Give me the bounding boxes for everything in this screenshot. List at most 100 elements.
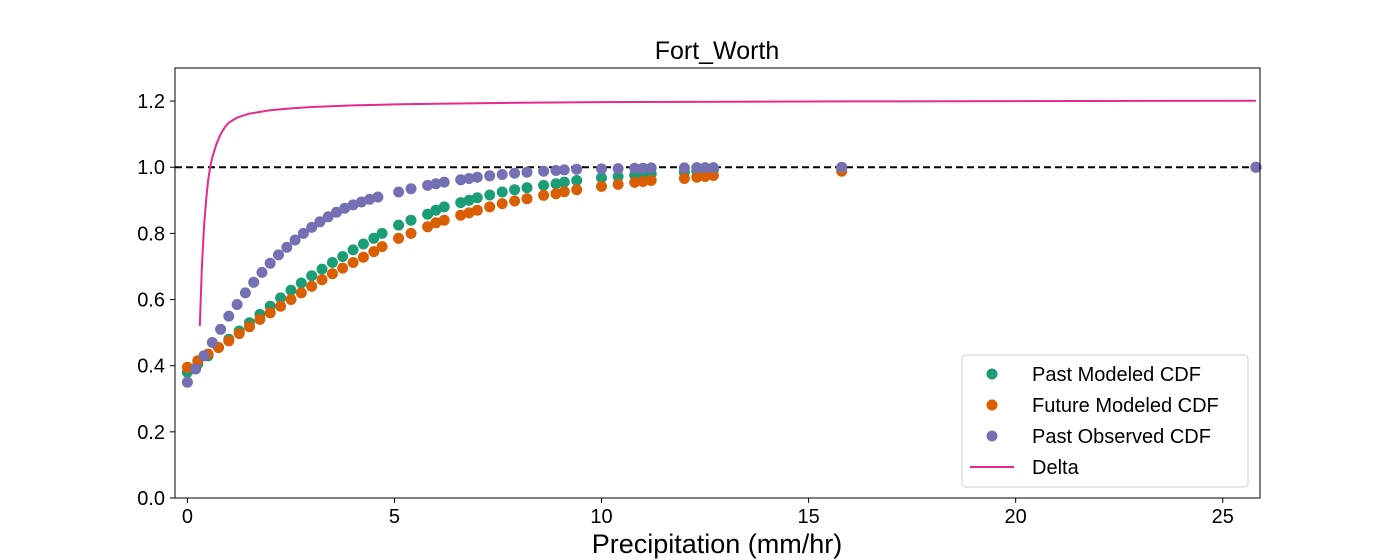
data-point <box>316 263 328 275</box>
data-point <box>289 234 301 246</box>
data-point <box>538 165 550 177</box>
data-point <box>190 363 202 375</box>
data-point <box>314 216 326 228</box>
data-point <box>629 162 641 174</box>
data-point <box>316 274 328 286</box>
legend-item: Past Observed CDF <box>986 426 1211 448</box>
data-point <box>637 162 649 174</box>
data-point <box>438 214 450 226</box>
data-point <box>509 184 521 196</box>
y-tick-label: 0.8 <box>137 223 165 245</box>
delta-line <box>198 99 1256 327</box>
y-tick-label: 1.2 <box>137 91 165 113</box>
data-point <box>231 299 243 310</box>
data-point <box>364 193 376 205</box>
data-point <box>596 163 607 175</box>
data-point <box>376 241 388 253</box>
chart-title: Fort_Worth <box>655 37 780 65</box>
data-point <box>596 180 607 192</box>
data-point <box>223 335 235 347</box>
data-point <box>322 211 334 223</box>
series-3 <box>198 99 1256 327</box>
data-point <box>463 173 475 184</box>
data-point <box>331 206 342 218</box>
data-point <box>281 241 293 253</box>
legend-dot-marker <box>986 399 998 411</box>
x-tick-label: 15 <box>797 506 819 528</box>
data-point <box>297 227 309 239</box>
data-point <box>339 202 351 214</box>
legend-item: Past Modeled CDF <box>986 364 1201 386</box>
y-tick-label: 1.0 <box>137 157 165 179</box>
data-point <box>496 198 508 210</box>
data-point <box>484 189 496 201</box>
data-point <box>264 307 276 319</box>
data-point <box>206 337 218 348</box>
data-point <box>295 287 307 299</box>
data-point <box>430 178 442 190</box>
data-point <box>538 179 550 191</box>
x-tick-label: 25 <box>1212 506 1234 528</box>
x-axis-title: Precipitation (mm/hr) <box>592 529 843 559</box>
data-point <box>422 208 434 220</box>
data-point <box>645 162 657 174</box>
data-point <box>306 270 318 282</box>
data-point <box>422 179 434 191</box>
legend-label: Future Modeled CDF <box>1032 395 1219 417</box>
plot-content <box>175 99 1262 388</box>
data-point <box>254 313 266 325</box>
data-point <box>521 182 533 194</box>
data-point <box>463 207 475 219</box>
legend-item: Delta <box>970 457 1080 479</box>
plot-frame <box>174 67 1261 499</box>
data-point <box>484 201 496 213</box>
data-point <box>629 176 641 188</box>
data-point <box>836 161 848 173</box>
data-point <box>691 162 703 174</box>
data-point <box>612 178 624 190</box>
data-point <box>471 204 483 216</box>
legend-label: Past Modeled CDF <box>1032 364 1201 386</box>
data-point <box>306 280 318 292</box>
data-point <box>347 257 359 268</box>
data-point <box>337 251 349 262</box>
x-tick-label: 5 <box>389 506 400 528</box>
data-point <box>571 175 583 186</box>
series-2 <box>181 161 1262 388</box>
data-point <box>326 257 338 268</box>
data-point <box>368 232 380 244</box>
data-point <box>215 323 227 335</box>
legend-label: Delta <box>1032 457 1080 479</box>
data-point <box>596 172 607 184</box>
data-point <box>405 227 417 239</box>
data-point <box>558 186 570 198</box>
data-point <box>438 176 450 188</box>
data-point <box>558 164 570 176</box>
data-point <box>244 321 255 333</box>
data-point <box>550 178 562 190</box>
data-point <box>484 170 496 182</box>
data-point <box>368 246 380 258</box>
y-tick-label: 0.2 <box>137 422 165 444</box>
data-point <box>699 171 711 182</box>
data-point <box>357 238 369 250</box>
data-point <box>691 171 703 183</box>
data-point <box>496 169 508 180</box>
data-point <box>337 262 349 274</box>
data-point <box>699 162 711 174</box>
data-point <box>538 189 550 201</box>
data-point <box>1250 161 1262 173</box>
data-point <box>455 174 467 186</box>
data-point <box>430 217 442 229</box>
x-axis: 0 5 10 15 20 25 <box>182 498 1234 528</box>
legend-label: Past Observed CDF <box>1032 426 1211 448</box>
data-point <box>393 219 405 231</box>
data-point <box>223 310 235 322</box>
data-point <box>372 191 384 203</box>
data-point <box>347 244 359 256</box>
y-tick-label: 0.4 <box>137 356 165 378</box>
data-point <box>239 287 251 299</box>
data-point <box>285 294 297 305</box>
data-point <box>707 162 719 174</box>
